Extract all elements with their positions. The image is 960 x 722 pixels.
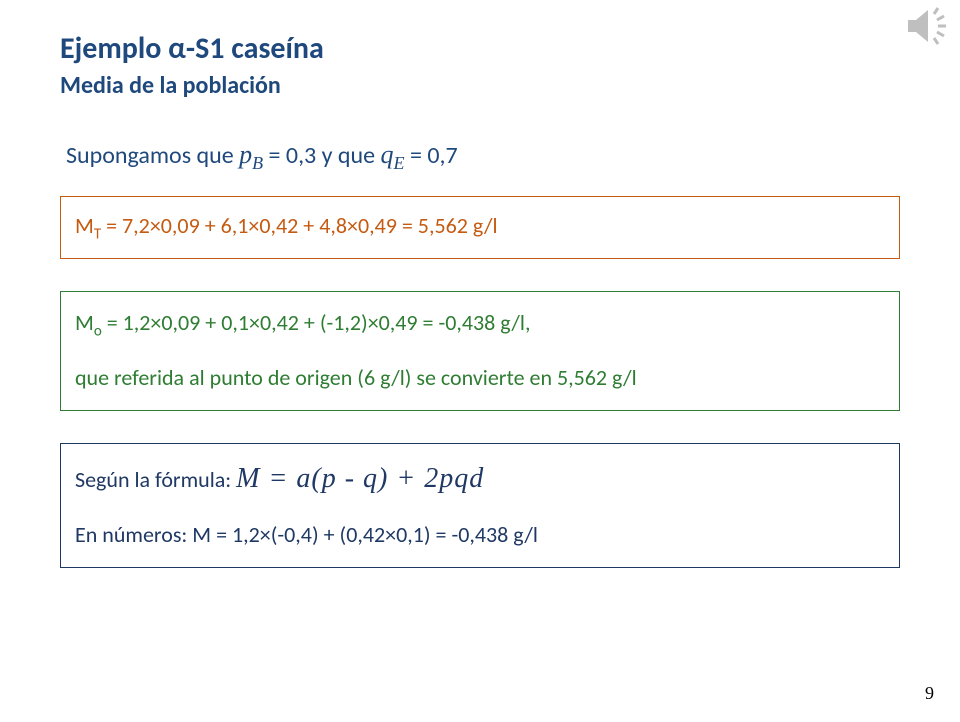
speaker-icon [904,4,952,48]
assumption-prefix: Supongamos que [66,141,239,170]
mt-symbol: M [75,212,94,239]
var-p-sub: B [252,153,263,173]
formula-intro: Según la fórmula: [75,466,236,493]
mo-equation: = 1,2×0,09 + 0,1×0,42 + (-1,2)×0,49 = -0… [102,309,531,336]
box-formula: Según la fórmula: M = a(p - q) + 2pqd En… [60,443,900,568]
box-mt: MT = 7,2×0,09 + 6,1×0,42 + 4,8×0,49 = 5,… [60,196,900,259]
var-p: p [239,140,252,169]
mt-equation: = 7,2×0,09 + 6,1×0,42 + 4,8×0,49 = 5,562… [101,212,497,239]
assumption-val1: = 0,3 y que [263,141,380,170]
mo-line2: que referida al punto de origen (6 g/l) … [75,361,885,394]
assumption-text: Supongamos que pB = 0,3 y que qE = 0,7 [66,140,900,174]
mo-line1: Mo = 1,2×0,09 + 0,1×0,42 + (-1,2)×0,49 =… [75,306,885,343]
title-main: Ejemplo α-S1 caseína [60,30,900,67]
formula-line1: Según la fórmula: M = a(p - q) + 2pqd [75,458,885,500]
var-q: q [381,140,394,169]
mo-symbol: M [75,309,94,336]
var-q-sub: E [394,153,405,173]
title-sub: Media de la población [60,71,900,100]
assumption-val2: = 0,7 [405,141,458,170]
slide: Ejemplo α-S1 caseína Media de la poblaci… [0,0,960,722]
formula-numbers: En números: M = 1,2×(-0,4) + (0,42×0,1) … [75,518,885,551]
box-mo: Mo = 1,2×0,09 + 0,1×0,42 + (-1,2)×0,49 =… [60,291,900,411]
formula-expression: M = a(p - q) + 2pqd [236,463,484,494]
page-number: 9 [925,683,934,704]
mo-sub: o [94,322,102,340]
